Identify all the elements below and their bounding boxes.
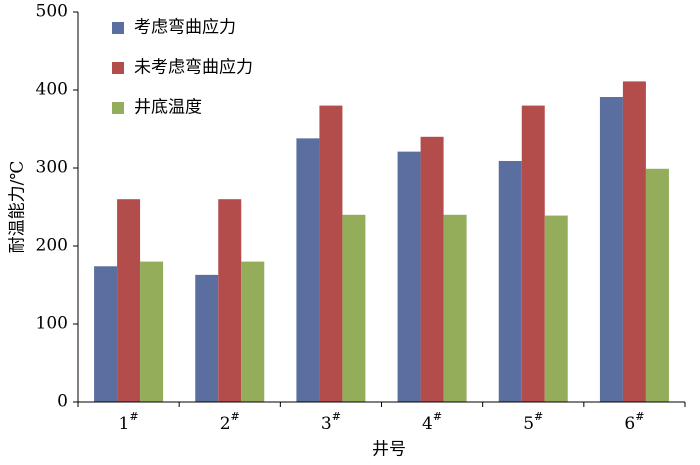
- bar: [140, 261, 164, 402]
- y-tick-label: 200: [36, 236, 68, 256]
- bar: [241, 261, 265, 402]
- legend-swatch: [112, 22, 124, 34]
- x-tick-label: 2#: [220, 410, 240, 434]
- bar: [218, 199, 242, 402]
- bar: [521, 105, 545, 402]
- x-tick-number: 3: [321, 414, 332, 434]
- x-tick-sup: #: [534, 410, 543, 423]
- bar: [599, 97, 623, 403]
- bar: [195, 274, 219, 402]
- x-tick-number: 6: [624, 414, 635, 434]
- x-tick-label: 1#: [119, 410, 139, 434]
- bar: [296, 138, 320, 403]
- bar: [645, 168, 669, 402]
- bar: [544, 215, 568, 402]
- x-tick-number: 5: [523, 414, 534, 434]
- x-tick-number: 4: [422, 414, 433, 434]
- x-axis-label: 井号: [372, 440, 406, 460]
- legend-label: 未考虑弯曲应力: [134, 58, 253, 78]
- x-tick-sup: #: [433, 410, 442, 423]
- x-tick-label: 3#: [321, 410, 341, 434]
- legend-swatch: [112, 62, 124, 74]
- bar: [94, 266, 118, 402]
- x-tick-sup: #: [332, 410, 341, 423]
- x-tick-number: 2: [220, 414, 231, 434]
- y-tick-label: 100: [36, 314, 68, 334]
- y-tick-label: 500: [36, 2, 68, 22]
- y-tick-label: 400: [36, 80, 68, 100]
- bar: [117, 199, 141, 402]
- bar: [498, 160, 522, 402]
- bar: [397, 151, 421, 402]
- bar: [342, 214, 366, 402]
- x-tick-sup: #: [129, 410, 138, 423]
- x-tick-sup: #: [635, 410, 644, 423]
- x-tick-label: 4#: [422, 410, 442, 434]
- legend-label: 考虑弯曲应力: [134, 18, 236, 38]
- y-tick-label: 300: [36, 158, 68, 178]
- legend-label: 井底温度: [134, 98, 202, 118]
- x-tick-label: 5#: [523, 410, 543, 434]
- y-axis-label: 耐温能力/℃: [8, 161, 28, 254]
- legend-swatch: [112, 102, 124, 114]
- x-tick-number: 1: [119, 414, 130, 434]
- bar: [319, 105, 343, 402]
- y-tick-label: 0: [57, 392, 68, 412]
- x-tick-sup: #: [231, 410, 240, 423]
- x-tick-label: 6#: [624, 410, 644, 434]
- bar: [622, 81, 646, 403]
- bar: [443, 214, 467, 402]
- bar: [420, 136, 444, 403]
